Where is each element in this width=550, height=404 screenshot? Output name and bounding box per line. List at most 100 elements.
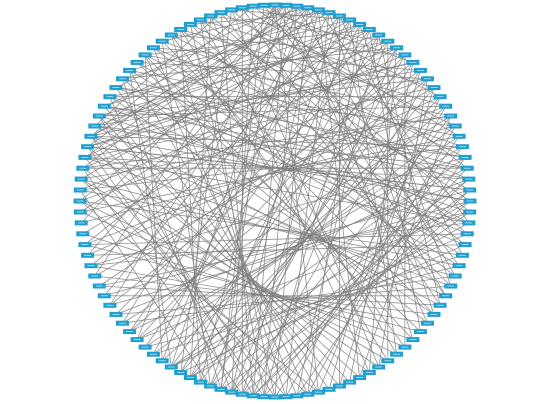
edge-170 (81, 178, 456, 277)
node-106 (204, 13, 218, 19)
edge-143 (200, 19, 471, 202)
edge-230 (84, 157, 469, 224)
edge-85 (339, 87, 435, 387)
edge-238 (98, 115, 254, 396)
edge-146 (99, 211, 470, 287)
edge-157 (210, 15, 468, 235)
node-87 (76, 165, 90, 171)
edge-151 (90, 222, 469, 267)
edge-131 (115, 178, 469, 315)
node-89 (81, 144, 95, 150)
edge-129 (252, 5, 468, 169)
edge-116 (136, 146, 463, 340)
node-25 (460, 165, 474, 171)
edge-47 (144, 29, 370, 348)
edge-5 (285, 5, 428, 324)
node-66 (164, 364, 178, 370)
node-32 (458, 242, 472, 248)
edge-245 (122, 78, 222, 390)
edge-89 (200, 19, 435, 88)
node-103 (174, 27, 188, 32)
edge-239 (99, 78, 428, 117)
edge-105 (307, 125, 456, 395)
edge-154 (171, 233, 468, 368)
node-9 (362, 27, 376, 32)
node-52 (311, 389, 325, 395)
edge-203 (115, 87, 330, 390)
edge-235 (94, 125, 468, 169)
edge-226 (87, 146, 470, 191)
node-96 (116, 76, 129, 82)
node-47 (362, 370, 376, 375)
node-16 (421, 76, 434, 82)
node-91 (88, 123, 102, 129)
edge-234 (82, 5, 298, 169)
node-78 (84, 263, 98, 269)
node-6 (332, 13, 346, 19)
edge-94 (263, 4, 441, 98)
edge-236 (94, 29, 370, 127)
edge-243 (109, 40, 388, 98)
edge-119 (162, 40, 463, 148)
node-109 (235, 5, 249, 11)
node-101 (155, 38, 169, 44)
node-88 (78, 154, 92, 160)
edge-48 (80, 29, 370, 213)
edge-18 (87, 7, 308, 256)
node-40 (421, 320, 434, 326)
node-107 (214, 10, 228, 16)
edge-26 (285, 12, 330, 397)
node-8 (353, 21, 367, 27)
node-104 (183, 21, 197, 27)
node-76 (92, 283, 106, 289)
edge-204 (129, 70, 319, 393)
edge-156 (115, 87, 468, 235)
node-58 (246, 393, 260, 399)
node-17 (427, 85, 441, 91)
edge-102 (122, 115, 451, 324)
node-92 (92, 113, 106, 119)
edge-56 (231, 41, 389, 393)
node-71 (123, 329, 137, 335)
edge-60 (368, 47, 397, 373)
edge-244 (115, 87, 466, 158)
node-65 (174, 370, 188, 375)
node-35 (448, 273, 462, 279)
edge-138 (171, 34, 470, 191)
edge-113 (129, 70, 460, 137)
node-5 (322, 10, 336, 16)
edge-64 (122, 47, 397, 80)
node-49 (343, 379, 357, 385)
node-20 (444, 113, 458, 119)
node-38 (433, 302, 447, 308)
node-21 (448, 123, 462, 129)
node-73 (109, 311, 123, 317)
edge-155 (84, 233, 468, 245)
edge-27 (153, 12, 330, 355)
edge-118 (90, 135, 463, 148)
edge-121 (171, 157, 466, 368)
edge-233 (82, 115, 451, 169)
node-45 (381, 358, 395, 364)
node-14 (406, 59, 420, 65)
edge-206 (153, 47, 298, 396)
edge-224 (90, 5, 254, 137)
node-67 (155, 358, 169, 364)
node-83 (73, 209, 87, 215)
node-72 (116, 320, 129, 326)
node-48 (353, 375, 367, 381)
edge-220 (90, 136, 276, 398)
node-50 (332, 383, 346, 389)
node-93 (97, 103, 111, 109)
node-97 (123, 67, 137, 73)
node-54 (290, 393, 304, 399)
edge-215 (180, 29, 201, 383)
node-24 (458, 154, 472, 160)
edge-59 (210, 15, 388, 42)
node-59 (235, 391, 249, 397)
node-10 (372, 32, 386, 38)
node-69 (138, 344, 152, 350)
node-108 (225, 7, 239, 13)
edge-248 (79, 189, 211, 387)
node-102 (164, 32, 178, 38)
